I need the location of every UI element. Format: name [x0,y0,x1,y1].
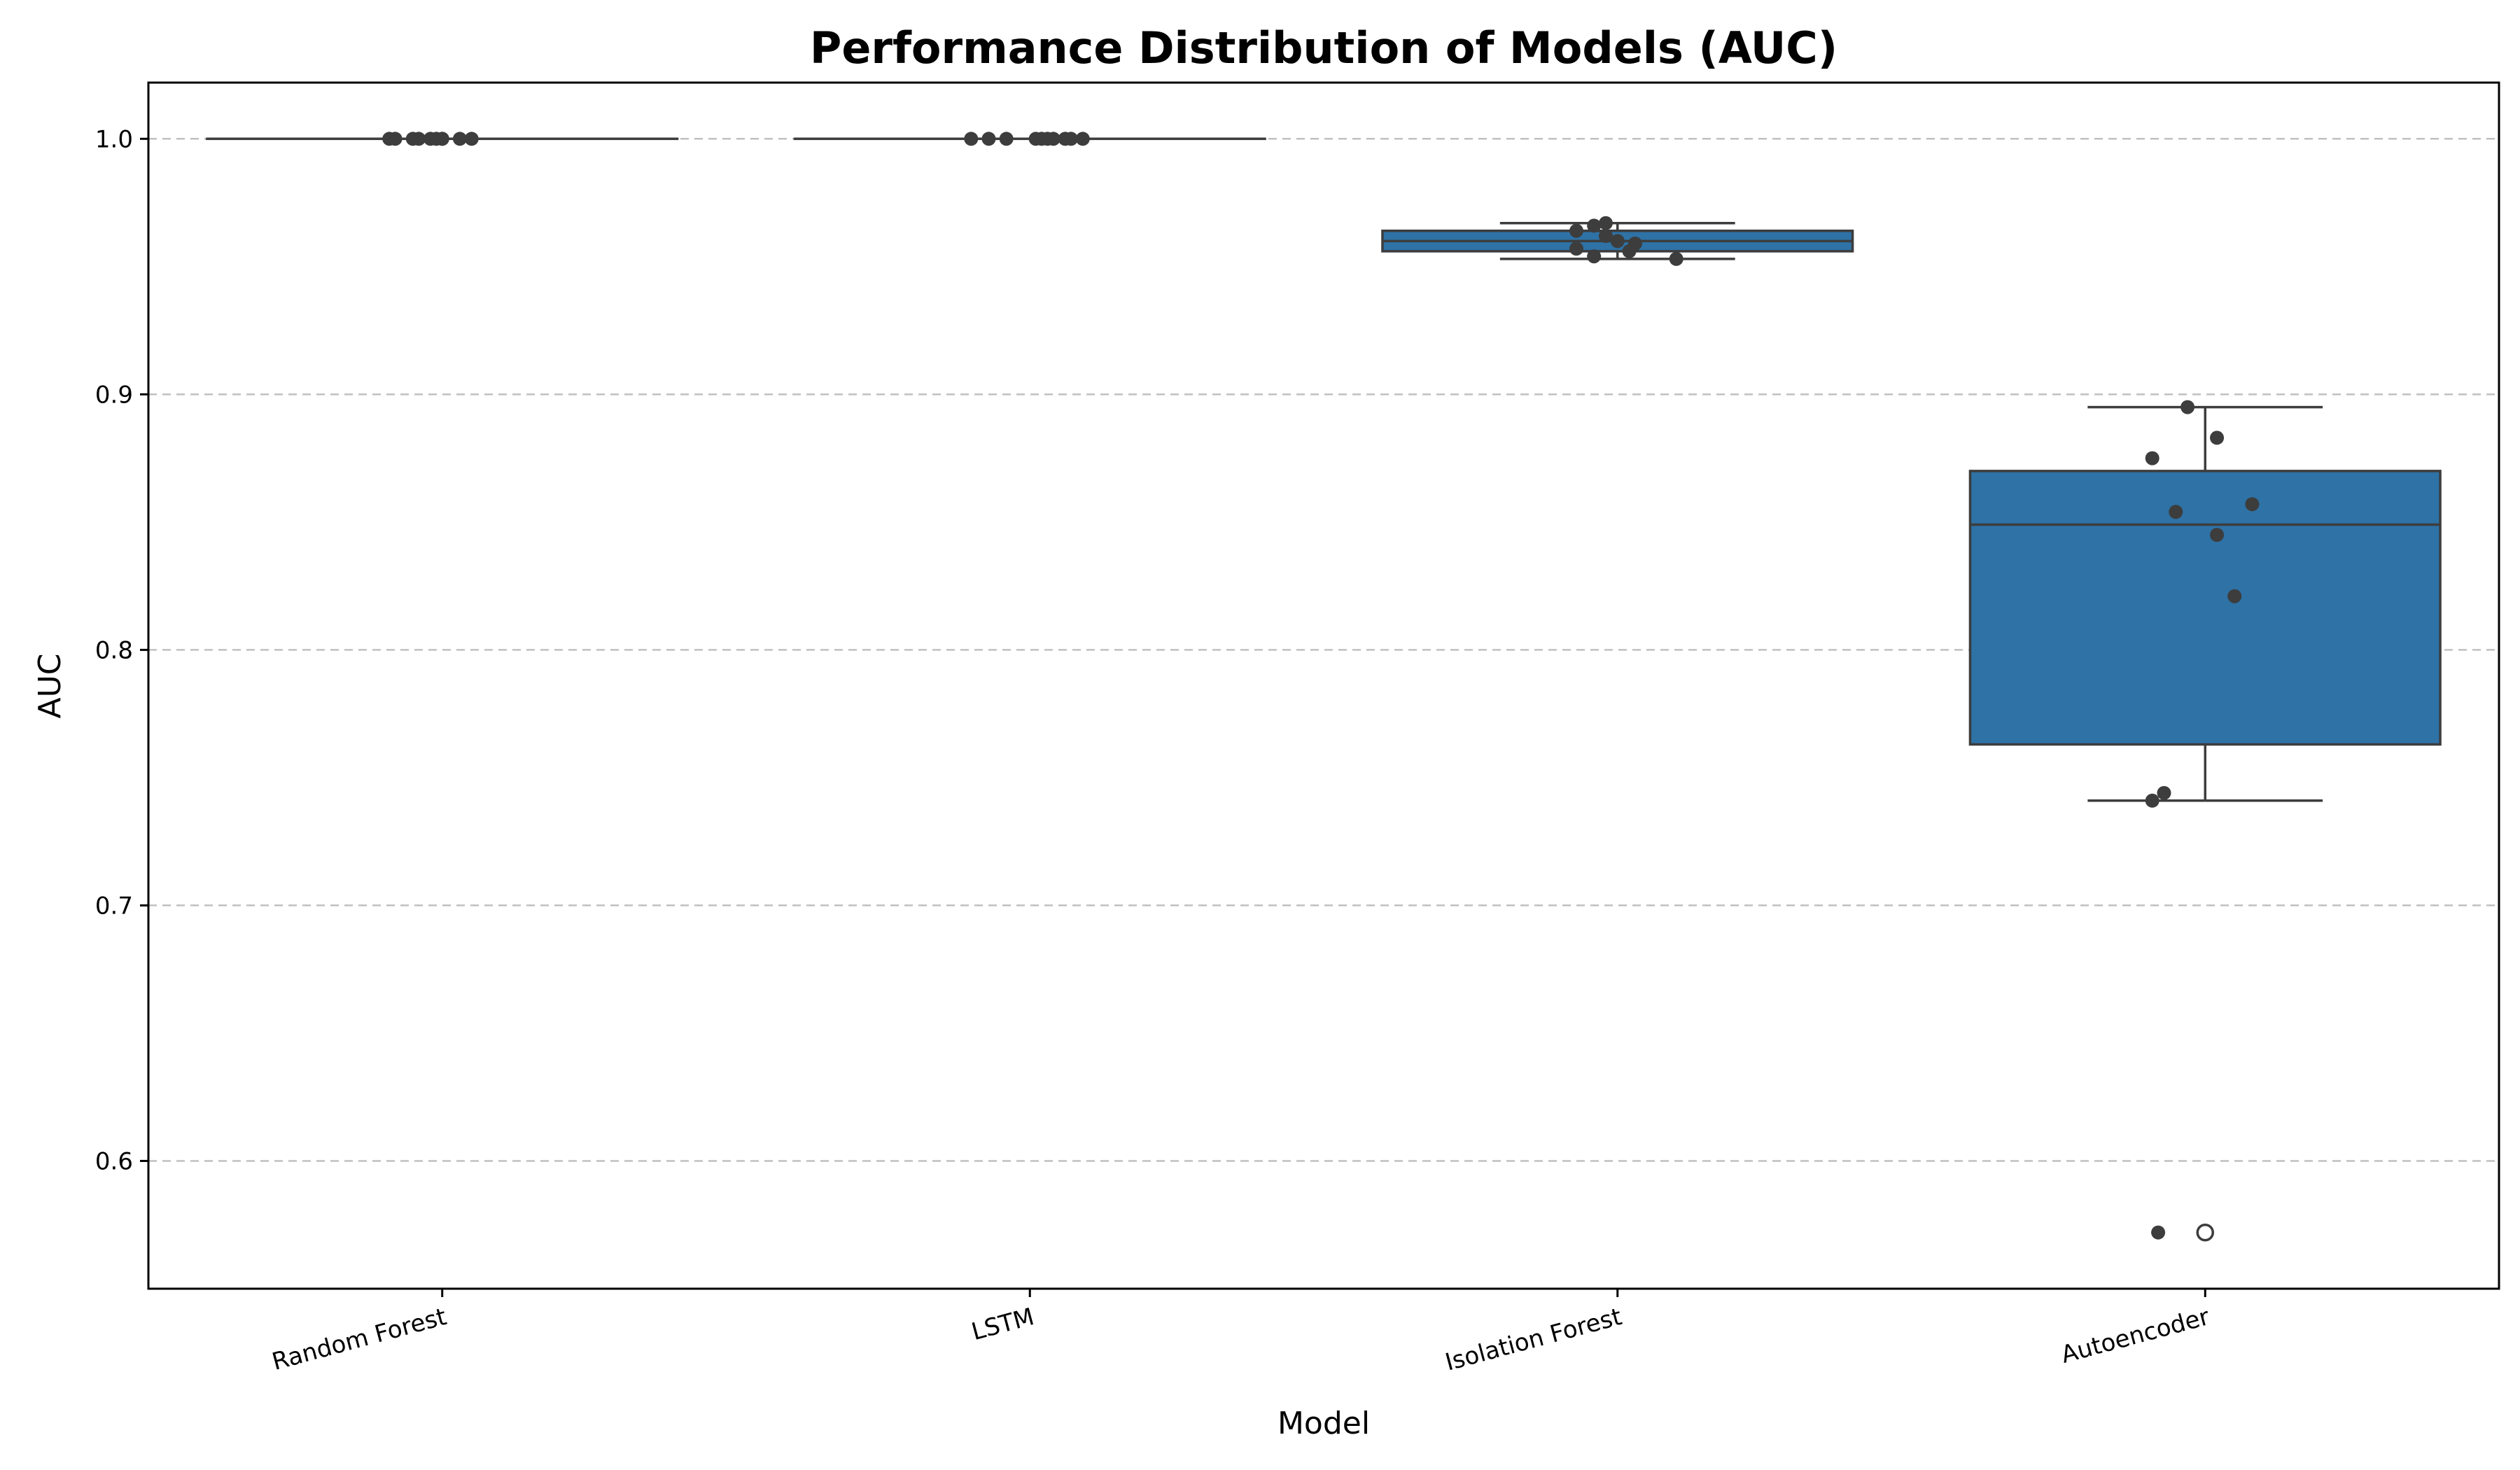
y-tick-label: 0.7 [95,892,133,920]
y-tick-label: 0.9 [95,381,133,409]
iqr-box [1968,470,2442,746]
tick-layer: 0.6 0.7 0.8 0.9 1.0 Random Forest LSTM Isolatio… [95,125,2213,1376]
data-point [2145,451,2160,465]
data-point [2210,430,2225,445]
data-point [1587,218,1602,233]
data-point [1064,132,1079,146]
x-tick-label: LSTM [969,1303,1037,1346]
data-point [412,132,426,146]
y-axis-label: AUC [32,653,68,718]
data-point [1598,216,1613,230]
data-point [1610,234,1625,248]
data-point [435,132,449,146]
plot-frame [147,81,2500,1290]
data-point [999,132,1014,146]
data-point [1598,229,1613,244]
data-point [964,132,979,146]
y-tick-label: 0.8 [95,636,133,664]
chart-title: Performance Distribution of Models (AUC) [810,22,1837,74]
data-point [2169,505,2183,519]
data-point [981,132,996,146]
data-point [388,132,402,146]
data-point [1046,132,1060,146]
point-layer [382,132,2260,1240]
data-point [464,132,479,146]
data-point [1569,223,1583,238]
y-tick-label: 0.6 [95,1147,133,1175]
outlier-marker [2196,1223,2214,1242]
y-tick-label: 1.0 [95,125,133,153]
data-point [1569,241,1583,256]
data-point [2157,785,2171,800]
x-tick-label: Isolation Forest [1442,1303,1625,1377]
x-axis-label: Model [1278,1406,1370,1441]
data-point [2245,497,2260,512]
data-point [2227,589,2242,603]
data-point [1075,132,1090,146]
x-tick-label: Autoencoder [2058,1303,2212,1369]
data-point [452,132,467,146]
x-tick-label: Random Forest [270,1303,450,1376]
data-point [1622,244,1637,258]
data-point [2145,793,2160,808]
data-point [2210,528,2225,542]
box-layer [206,137,2442,1242]
data-point [2180,400,2195,414]
data-point [1669,251,1684,266]
data-point [2151,1225,2166,1240]
data-point [1587,249,1602,264]
